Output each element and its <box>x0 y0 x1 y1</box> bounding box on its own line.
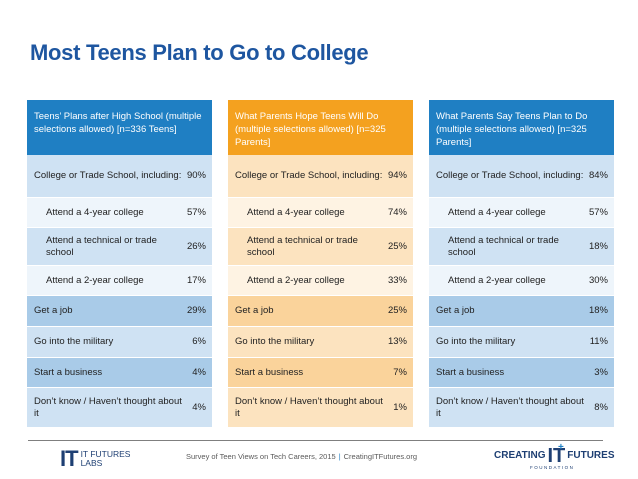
row-label: Start a business <box>34 366 103 378</box>
table-row: Attend a 2-year college 17% <box>27 265 212 295</box>
row-label: Start a business <box>436 366 505 378</box>
table-row: Don’t know / Haven’t thought about it 4% <box>27 387 212 427</box>
row-label: Go into the military <box>235 336 315 347</box>
row-value: 26% <box>186 240 206 252</box>
row-label: College or Trade School, including: <box>235 170 383 181</box>
row-label: Attend a technical or trade school <box>247 234 358 258</box>
table-row: Go into the military 6% <box>27 326 212 357</box>
panel-header: What Parents Say Teens Plan to Do (multi… <box>429 100 614 155</box>
logo-word-creating: CREATING <box>494 450 546 461</box>
row-value: 33% <box>387 274 407 286</box>
row-value: 90% <box>186 170 206 181</box>
row-label: Get a job <box>34 305 73 316</box>
row-value: 11% <box>589 336 608 347</box>
table-row: College or Trade School, including: 84% <box>429 155 614 197</box>
panel-header: Teens’ Plans after High School (multiple… <box>27 100 212 155</box>
row-value: 3% <box>594 366 608 378</box>
table-row: Get a job 18% <box>429 295 614 326</box>
panel-parents-hope: What Parents Hope Teens Will Do (multipl… <box>228 100 413 427</box>
row-value: 29% <box>186 305 206 316</box>
row-label: Don’t know / Haven’t thought about it <box>34 395 182 419</box>
it-logo-text: IT FUTURES LABS <box>81 450 131 468</box>
row-label: Attend a 4-year college <box>46 206 144 218</box>
logo-it: IT <box>547 445 566 467</box>
creating-it-futures-logo: CREATING IT FUTURES + FOUNDATION <box>494 442 615 470</box>
row-value: 17% <box>186 274 206 286</box>
footer-divider <box>28 440 603 441</box>
table-row: Get a job 29% <box>27 295 212 326</box>
panel-parents-say: What Parents Say Teens Plan to Do (multi… <box>429 100 614 427</box>
row-label: Attend a 2-year college <box>247 274 345 286</box>
table-row: Start a business 4% <box>27 357 212 387</box>
row-label: Don’t know / Haven’t thought about it <box>436 395 584 419</box>
table-row: Don’t know / Haven’t thought about it 8% <box>429 387 614 427</box>
table-row: Attend a 4-year college 57% <box>27 197 212 227</box>
row-value: 4% <box>192 401 206 413</box>
row-value: 8% <box>594 401 608 413</box>
survey-note: Survey of Teen Views on Tech Careers, 20… <box>186 452 336 461</box>
row-value: 7% <box>393 366 407 378</box>
row-value: 13% <box>387 336 407 347</box>
table-row: Attend a 4-year college 74% <box>228 197 413 227</box>
table-row: Don’t know / Haven’t thought about it 1% <box>228 387 413 427</box>
table-row: College or Trade School, including: 94% <box>228 155 413 197</box>
table-row: Attend a 4-year college 57% <box>429 197 614 227</box>
row-value: 57% <box>588 206 608 218</box>
table-row: Attend a technical or trade school 26% <box>27 227 212 265</box>
row-label: College or Trade School, including: <box>34 170 182 181</box>
row-value: 18% <box>588 240 608 252</box>
website-link[interactable]: CreatingITFutures.org <box>343 452 418 461</box>
table-row: Get a job 25% <box>228 295 413 326</box>
row-label: Attend a technical or trade school <box>46 234 157 258</box>
row-label: Attend a 4-year college <box>247 206 345 218</box>
row-value: 57% <box>186 206 206 218</box>
row-label: Go into the military <box>34 336 114 347</box>
row-value: 4% <box>192 366 206 378</box>
panel-teens-plans: Teens’ Plans after High School (multiple… <box>27 100 212 427</box>
logo-foundation: FOUNDATION <box>530 465 575 470</box>
footer-source: Survey of Teen Views on Tech Careers, 20… <box>186 452 417 461</box>
logo-word-futures: FUTURES <box>567 450 615 461</box>
row-value: 25% <box>387 240 407 252</box>
row-label: Attend a technical or trade school <box>448 234 559 258</box>
it-logo-mark: IT <box>60 446 79 471</box>
table-row: Go into the military 13% <box>228 326 413 357</box>
row-label: Get a job <box>235 305 274 316</box>
it-futures-labs-logo: IT IT FUTURES LABS <box>60 448 130 470</box>
row-label: Don’t know / Haven’t thought about it <box>235 395 383 419</box>
row-label: Get a job <box>436 305 475 316</box>
page-title: Most Teens Plan to Go to College <box>30 40 369 65</box>
table-row: Attend a technical or trade school 25% <box>228 227 413 265</box>
row-label: Attend a 2-year college <box>448 274 546 286</box>
footer-separator: | <box>338 452 341 461</box>
table-row: Attend a 2-year college 30% <box>429 265 614 295</box>
row-label: Start a business <box>235 366 304 378</box>
table-row: Attend a 2-year college 33% <box>228 265 413 295</box>
table-row: Go into the military 11% <box>429 326 614 357</box>
logo-line2: LABS <box>80 458 103 468</box>
panel-header: What Parents Hope Teens Will Do (multipl… <box>228 100 413 155</box>
row-value: 25% <box>387 305 407 316</box>
row-label: Go into the military <box>436 336 516 347</box>
table-row: Start a business 3% <box>429 357 614 387</box>
row-label: Attend a 4-year college <box>448 206 546 218</box>
row-value: 94% <box>387 170 407 181</box>
row-value: 1% <box>393 401 407 413</box>
plus-icon: + <box>558 442 564 453</box>
row-label: Attend a 2-year college <box>46 274 144 286</box>
table-row: Start a business 7% <box>228 357 413 387</box>
table-row: College or Trade School, including: 90% <box>27 155 212 197</box>
row-label: College or Trade School, including: <box>436 170 584 181</box>
row-value: 18% <box>588 305 608 316</box>
table-row: Attend a technical or trade school 18% <box>429 227 614 265</box>
row-value: 30% <box>588 274 608 286</box>
row-value: 84% <box>588 170 608 181</box>
row-value: 74% <box>387 206 407 218</box>
logo-line1: IT FUTURES <box>80 449 131 459</box>
row-value: 6% <box>192 336 206 347</box>
